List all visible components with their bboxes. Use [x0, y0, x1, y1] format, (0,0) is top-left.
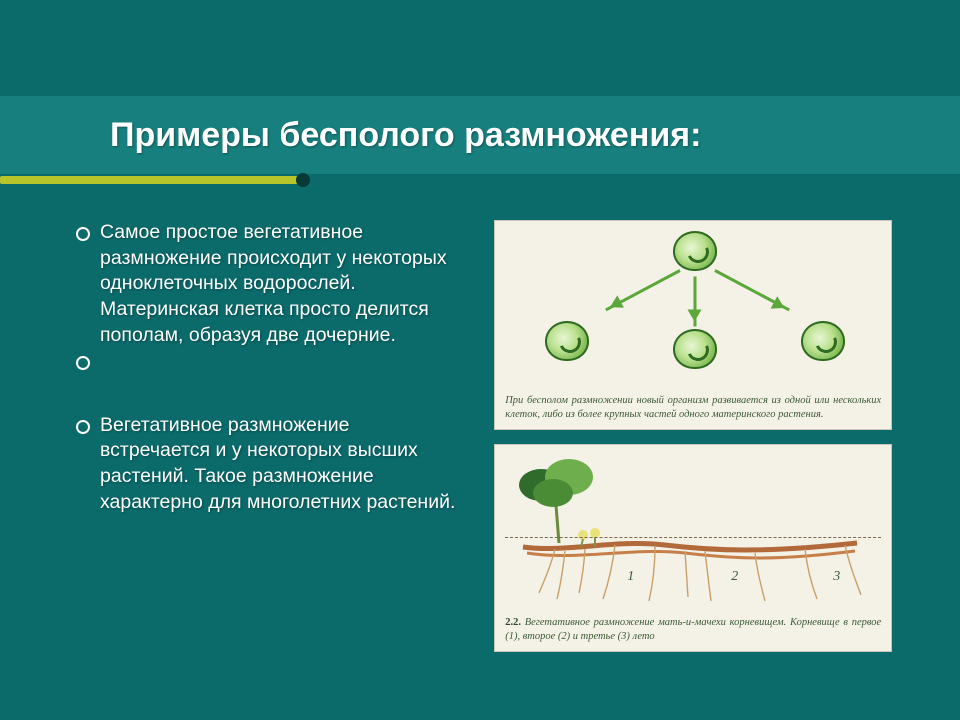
bullet-item: Вегетативное размножение встречается и у…: [70, 413, 456, 516]
algae-cell-icon: [673, 329, 717, 369]
algae-cell-icon: [801, 321, 845, 361]
arrow-icon: [605, 269, 681, 311]
bullet-list: Самое простое вегетативное размножение п…: [70, 220, 456, 516]
rhizome-illustration: [505, 453, 883, 603]
figure-canvas: [505, 229, 881, 394]
accent-line: [0, 176, 300, 184]
algae-cell-icon: [673, 231, 717, 271]
arrow-icon: [714, 269, 790, 311]
figure-cell-division: При бесполом размножении новый организм …: [494, 220, 892, 430]
figure-caption: При бесполом размножении новый организм …: [505, 394, 881, 421]
title-band: Примеры бесполого размножения:: [0, 96, 960, 174]
caption-lead: 2.2.: [505, 617, 521, 628]
figure-rhizome: 1 2 3 2.2. Вегетативное размножение мать…: [494, 444, 892, 652]
slide: Примеры бесполого размножения: Самое про…: [0, 0, 960, 720]
soil-line: [505, 537, 881, 538]
algae-cell-icon: [545, 321, 589, 361]
text-column: Самое простое вегетативное размножение п…: [70, 220, 466, 690]
figure-number: 3: [833, 569, 840, 585]
figure-caption: 2.2. Вегетативное размножение мать-и-мач…: [505, 616, 881, 643]
slide-title: Примеры бесполого размножения:: [110, 116, 701, 155]
bullet-text: Вегетативное размножение встречается и у…: [100, 414, 455, 513]
accent-dot: [296, 173, 310, 187]
caption-text: При бесполом размножении новый организм …: [505, 395, 881, 419]
caption-text: Вегетативное размножение мать-и-мачехи к…: [505, 617, 881, 641]
figure-number: 1: [627, 569, 634, 585]
spacer: [70, 349, 456, 413]
bullet-text: Самое простое вегетативное размножение п…: [100, 221, 447, 346]
figure-canvas: 1 2 3: [505, 453, 881, 616]
arrow-icon: [694, 277, 697, 327]
figure-column: При бесполом размножении новый организм …: [466, 220, 920, 690]
bullet-item: Самое простое вегетативное размножение п…: [70, 220, 456, 349]
content-area: Самое простое вегетативное размножение п…: [70, 220, 920, 690]
figure-number: 2: [731, 569, 738, 585]
